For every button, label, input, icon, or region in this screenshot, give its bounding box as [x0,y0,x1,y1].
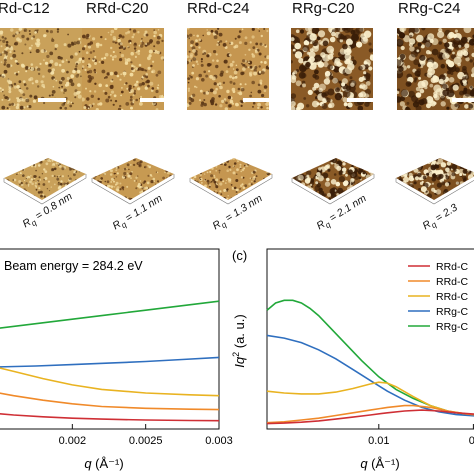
scale-bar-4 [347,98,375,102]
series-line-2 [266,334,474,417]
legend-label: RRd-C [436,276,469,288]
legend-label: RRd-C [436,291,469,303]
series-line-5 [266,409,474,425]
afm-height-image-4 [291,28,373,110]
afm-height-image-1 [0,28,82,110]
scale-bar-2 [140,98,168,102]
sample-label-4: RRg-C20 [292,0,355,17]
xtick-label: 0.01 [368,435,389,447]
chart-c-xlabel: q (Å⁻¹) [360,456,399,471]
chart-b-annotation: Beam energy = 284.2 eV [4,259,143,273]
chart-c-series [266,299,474,425]
afm-3d-image-3 [189,158,273,205]
series-line-5 [0,412,220,422]
chart-c-legend: RRd-C RRd-C RRd-C RRg-C RRg-C [408,261,469,333]
chart-b-series [0,300,220,422]
series-line-3 [0,367,220,397]
sample-label-5: RRg-C24 [398,0,461,17]
xtick-label: 0.002 [59,435,87,447]
afm-3d-image-5 [395,158,474,205]
scale-bar-3 [243,98,271,102]
sample-label-3: RRd-C24 [187,0,250,17]
sample-label-1: Rd-C12 [0,0,50,17]
chart-c-ylabel: Iq2 (a. u.) [231,314,247,367]
chart-b: Beam energy = 284.2 eV 0.002 0.0025 0.003 … [0,248,233,471]
chart-c-xticks: 0.01 0. [368,424,474,447]
chart-b-frame [0,248,220,430]
scale-bar-5 [452,98,474,102]
xtick-label: 0.0025 [129,435,163,447]
chart-c-panel-label: (c) [232,248,247,263]
afm-3d-image-4 [291,158,375,205]
xtick-label: 0.003 [205,435,233,447]
chart-c: (c) Iq2 (a. u.) RRd-C RRd-C RRd-C RRg-C RRg-… [231,248,474,471]
afm-height-image-3 [187,28,269,110]
series-line-4 [0,392,220,411]
legend-label: RRd-C [436,261,469,273]
legend-label: RRg-C [436,306,469,318]
chart-c-frame [266,248,474,430]
afm-height-image-5 [397,28,474,110]
chart-b-xlabel: q (Å⁻¹) [84,456,123,471]
series-line-2 [0,356,220,368]
scale-bar-1 [38,98,66,102]
chart-b-xticks: 0.002 0.0025 0.003 [59,424,233,447]
series-line-4 [266,404,474,424]
afm-3d-image-2 [91,158,175,205]
afm-height-image-2 [82,28,164,110]
series-line-1 [0,300,220,329]
sample-label-2: RRd-C20 [86,0,149,17]
afm-3d-image-1 [3,158,87,205]
xtick-label: 0. [469,435,474,447]
legend-label: RRg-C [436,321,469,333]
